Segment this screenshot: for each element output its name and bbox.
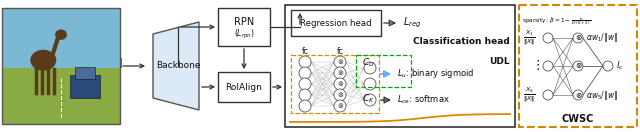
- Circle shape: [299, 78, 311, 90]
- Text: ⋮: ⋮: [532, 60, 544, 72]
- Circle shape: [364, 78, 376, 90]
- Text: ⊗: ⊗: [575, 91, 581, 100]
- Bar: [70, 75, 100, 98]
- Circle shape: [573, 61, 583, 71]
- Text: Backbone: Backbone: [156, 62, 200, 70]
- Bar: [2, 8, 120, 124]
- Bar: [42, 58, 50, 68]
- Text: $\frac{X_5}{\|X\|}$: $\frac{X_5}{\|X\|}$: [523, 85, 536, 105]
- Bar: [74, 61, 82, 68]
- Text: $\alpha w_1/\|w\|$: $\alpha w_1/\|w\|$: [586, 32, 618, 44]
- Bar: [2, 61, 10, 68]
- Bar: [218, 8, 270, 46]
- Text: $\it{L_u}$: binary sigmoid: $\it{L_u}$: binary sigmoid: [397, 67, 474, 81]
- Ellipse shape: [55, 29, 67, 40]
- Circle shape: [334, 89, 346, 101]
- Bar: [2, 8, 120, 68]
- Text: Regression head: Regression head: [300, 18, 372, 27]
- Text: $\it{C_K}$: $\it{C_K}$: [362, 93, 375, 105]
- Circle shape: [334, 67, 346, 79]
- Circle shape: [334, 100, 346, 112]
- Bar: [58, 56, 66, 68]
- Text: fc: fc: [337, 48, 344, 56]
- Bar: [90, 58, 98, 68]
- Text: sparsity: $\hat{\beta} = 1 - \frac{n}{D{\cdot}(K+2)}$: sparsity: $\hat{\beta} = 1 - \frac{n}{D{…: [522, 15, 591, 26]
- Text: ⊗: ⊗: [337, 70, 343, 76]
- Circle shape: [299, 67, 311, 79]
- Circle shape: [334, 78, 346, 90]
- Text: ⊗: ⊗: [337, 81, 343, 87]
- Polygon shape: [31, 68, 90, 124]
- Bar: [26, 61, 34, 68]
- Circle shape: [299, 56, 311, 68]
- Text: ⊗: ⊗: [337, 103, 343, 109]
- Circle shape: [364, 94, 376, 106]
- Circle shape: [299, 89, 311, 101]
- Text: $\alpha w_5/\|w\|$: $\alpha w_5/\|w\|$: [586, 88, 618, 102]
- Text: ⊗: ⊗: [337, 92, 343, 98]
- Bar: [18, 58, 26, 68]
- Text: ⊗: ⊗: [337, 59, 343, 65]
- Bar: [2, 68, 120, 124]
- Bar: [82, 56, 90, 68]
- Circle shape: [543, 61, 553, 71]
- Text: $\frac{X_1}{\|X\|}$: $\frac{X_1}{\|X\|}$: [523, 28, 536, 48]
- Circle shape: [573, 33, 583, 43]
- Text: CWSC: CWSC: [562, 114, 594, 124]
- Text: ⊗: ⊗: [575, 62, 581, 70]
- Text: ⊗: ⊗: [575, 34, 581, 43]
- Bar: [106, 56, 114, 68]
- Text: UDL: UDL: [490, 58, 510, 67]
- Ellipse shape: [30, 50, 56, 71]
- Bar: [291, 10, 381, 36]
- Polygon shape: [153, 22, 199, 110]
- Circle shape: [603, 61, 613, 71]
- Bar: [98, 61, 106, 68]
- Bar: [356, 55, 411, 87]
- Text: fc: fc: [301, 48, 308, 56]
- Text: ($\it{L_{rpn}}$): ($\it{L_{rpn}}$): [234, 28, 254, 41]
- Circle shape: [334, 56, 346, 68]
- Text: RPN: RPN: [234, 17, 254, 27]
- Bar: [10, 56, 18, 68]
- Circle shape: [573, 90, 583, 100]
- Bar: [291, 55, 379, 113]
- Circle shape: [364, 62, 376, 74]
- Bar: [218, 72, 270, 102]
- Bar: [50, 61, 58, 68]
- Text: $l_c$: $l_c$: [616, 60, 624, 72]
- Text: $\it{L_{reg}}$: $\it{L_{reg}}$: [403, 16, 422, 30]
- Bar: [75, 67, 95, 79]
- Bar: [285, 5, 515, 127]
- Bar: [519, 5, 637, 127]
- Bar: [114, 58, 122, 68]
- Text: Classification head: Classification head: [413, 37, 510, 46]
- Text: $\it{L_{ce}}$: softmax: $\it{L_{ce}}$: softmax: [397, 94, 450, 106]
- Circle shape: [543, 90, 553, 100]
- Bar: [66, 58, 74, 68]
- Circle shape: [543, 33, 553, 43]
- Text: $\it{C_U}$: $\it{C_U}$: [362, 57, 375, 69]
- Text: RoIAlign: RoIAlign: [225, 82, 262, 91]
- Circle shape: [299, 100, 311, 112]
- Bar: [34, 56, 42, 68]
